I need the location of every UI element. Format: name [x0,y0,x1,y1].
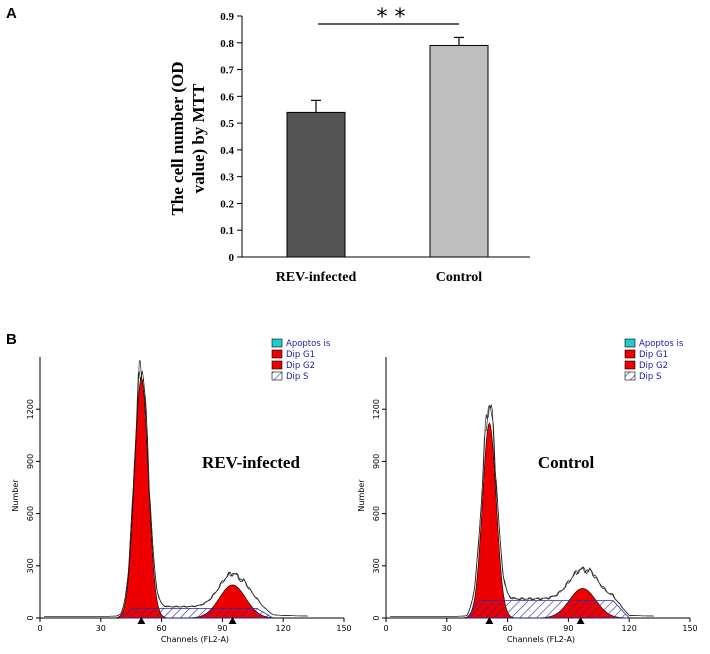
legend-label: Dip G1 [639,350,668,360]
x-tick-label: 120 [622,624,637,633]
x-tick-label: 90 [217,624,227,633]
panel-b-label: B [6,331,17,348]
y-tick-label: 0 [372,615,381,620]
legend-label: Dip G2 [639,361,668,371]
y-tick-label: 300 [372,558,381,573]
y-tick-label: 0.5 [220,118,234,130]
legend-swatch [624,349,636,359]
x-tick-label: 90 [563,624,573,633]
y-tick-label: 0.1 [220,225,234,237]
legend-label: Apoptos is [286,339,331,349]
legend-swatch [271,371,283,381]
y-tick-label: 0.3 [220,172,234,184]
y-tick-label: 1200 [372,399,381,419]
legend-swatch [271,360,283,370]
y-tick-label: 0 [229,252,235,264]
x-tick-label: 60 [503,624,513,633]
legend-label: Apoptos is [639,339,684,349]
legend-swatch [624,360,636,370]
legend-swatch [271,349,283,359]
peak-marker [576,617,585,624]
panel-a-label: A [6,5,17,22]
x-tick-label: REV-infected [276,270,357,285]
significance-marker: * * [377,5,406,30]
legend-label: Dip S [639,372,661,382]
bar-chart: 0 0.1 0.2 0.3 0.4 0.5 0.6 0.7 0.8 0.9 The cell num… [168,5,530,285]
y-axis-label-line2: value) by MTT [189,83,208,193]
y-axis-label-line1: The cell number (OD [168,61,187,215]
y-tick-label: 600 [26,506,35,521]
peak-marker [228,617,237,624]
bar-rev-infected [286,111,346,258]
y-tick-label: 0.6 [220,91,234,103]
x-tick-label: 0 [37,624,42,633]
x-tick-label: 60 [157,624,167,633]
histogram-control: 0 30 60 90 120 150 0 300 600 900 1200 Channels (FL2… [357,338,698,644]
legend-label: Dip G1 [286,350,315,360]
x-axis-label: Channels (FL2-A) [507,635,575,644]
peak-marker [485,617,494,624]
y-tick-label: 0.2 [220,198,234,210]
legend-swatch [624,338,636,348]
raw-histogram-trace [44,360,308,617]
g1-peak [446,422,538,619]
y-axis-label: Number [357,479,366,512]
sample-annotation: REV-infected [202,453,300,472]
raw-histogram-trace [44,370,308,617]
y-tick-label: 900 [26,454,35,469]
legend-label: Dip G2 [286,361,315,371]
x-axis-label: Channels (FL2-A) [161,635,229,644]
y-tick-label: 0 [26,615,35,620]
y-tick-label: 0.4 [220,145,234,157]
s-phase-area [466,600,631,619]
bar-control [429,44,489,258]
y-tick-label: 900 [372,454,381,469]
y-tick-label: 300 [26,558,35,573]
legend-swatch [271,338,283,348]
raw-histogram-trace [390,403,654,617]
y-tick-label: 600 [372,506,381,521]
x-tick-label: 150 [682,624,697,633]
legend-label: Dip S [286,372,308,382]
y-tick-label: 0.7 [220,65,234,77]
x-tick-label: 30 [96,624,106,633]
y-tick-label: 1200 [26,399,35,419]
y-tick-label: 0.8 [220,38,234,50]
x-tick-label: 120 [276,624,291,633]
x-tick-label: Control [436,270,483,285]
x-tick-label: 30 [442,624,452,633]
x-tick-label: 150 [336,624,351,633]
panel-a: A 0 0.1 0.2 0.3 0.4 0.5 0.6 0.7 0.8 0.9 The cell n… [6,5,530,285]
legend-swatch [624,371,636,381]
s-phase-area [120,608,275,619]
y-tick-label: 0.9 [220,11,234,23]
peak-marker [137,617,146,624]
sample-annotation: Control [538,453,595,472]
x-tick-label: 0 [383,624,388,633]
raw-histogram-trace [390,405,654,617]
y-axis-label: Number [11,479,20,512]
histogram-rev-infected: 0 30 60 90 120 150 0 300 600 900 1200 Channels (FL2… [11,338,352,644]
